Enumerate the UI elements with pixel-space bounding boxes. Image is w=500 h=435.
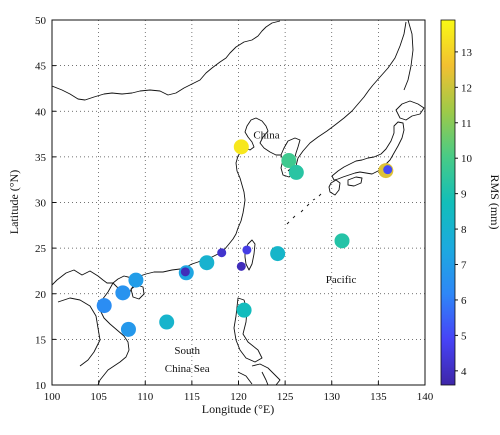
colorbar-tick-label: 6 [461, 295, 467, 307]
station-marker [270, 246, 286, 262]
y-tick-label: 50 [35, 15, 47, 27]
x-axis: 100 105 110 115 120 125 130 135 140 [44, 381, 434, 403]
station-marker [281, 153, 297, 169]
sakhalin-coastline [403, 20, 414, 91]
colorbar-tick-label: 7 [461, 260, 467, 272]
station-marker [288, 164, 304, 180]
border-line [52, 20, 281, 101]
y-tick-label: 20 [35, 289, 47, 301]
colorbar-tick-label: 11 [461, 118, 472, 130]
x-tick-label: 115 [184, 391, 201, 403]
x-tick-label: 135 [370, 391, 387, 403]
ryukyu-islands [286, 193, 322, 225]
y-axis-title: Latitude (°N) [7, 170, 21, 234]
y-tick-label: 45 [35, 61, 47, 73]
colorbar-tick-label: 4 [461, 366, 467, 378]
x-tick-label: 125 [277, 391, 294, 403]
colorbar-tick-label: 10 [461, 153, 473, 165]
y-tick-label: 15 [35, 334, 47, 346]
x-tick-label: 140 [417, 391, 434, 403]
colorbar-tick-label: 8 [461, 224, 467, 236]
station-marker [236, 302, 252, 318]
colorbar-tick-label: 5 [461, 330, 467, 342]
x-tick-label: 120 [230, 391, 247, 403]
x-axis-title: Longitude (°E) [202, 402, 274, 416]
station-marker [217, 248, 227, 258]
station-marker [180, 267, 190, 277]
colorbar-gradient [440, 19, 456, 386]
region-label: China [253, 130, 279, 142]
y-tick-label: 35 [35, 152, 47, 164]
hokkaido-coastline [395, 100, 425, 121]
kyushu-coastline [328, 179, 341, 196]
x-tick-label: 110 [137, 391, 154, 403]
station-marker [236, 261, 246, 271]
visayas-coastline [237, 363, 281, 385]
indochina-border [57, 297, 101, 367]
colorbar-title: RMS (mm) [488, 174, 500, 229]
x-tick-label: 130 [324, 391, 341, 403]
far-east-coastline [372, 21, 407, 86]
y-tick-label: 40 [35, 106, 47, 118]
colorbar-ticks: 4 5 6 7 8 9 10 11 12 13 [455, 47, 473, 378]
station-marker [128, 272, 144, 288]
station-marker [242, 245, 252, 255]
station-marker [383, 165, 393, 175]
colorbar-tick-label: 9 [461, 189, 467, 201]
region-label: South [174, 345, 200, 357]
station-markers [96, 139, 394, 337]
taiwan-coastline [244, 239, 256, 271]
colorbar: 4 5 6 7 8 9 10 11 12 13 RMS (mm) [440, 19, 500, 386]
station-marker [120, 321, 136, 337]
x-tick-label: 100 [44, 391, 61, 403]
shikoku-coastline [347, 176, 363, 187]
station-marker [96, 298, 112, 314]
station-marker [233, 139, 249, 155]
x-tick-label: 105 [90, 391, 107, 403]
y-tick-label: 30 [35, 198, 47, 210]
y-tick-label: 10 [35, 380, 47, 392]
station-marker [199, 255, 215, 271]
region-label: Pacific [326, 274, 357, 286]
y-axis: 10 15 20 25 30 35 40 45 50 [35, 15, 56, 392]
station-marker [159, 314, 175, 330]
region-label: China Sea [165, 363, 210, 375]
y-tick-label: 25 [35, 243, 47, 255]
station-marker [334, 233, 350, 249]
region-labels: China Pacific South China Sea [165, 130, 357, 376]
plot-background [52, 20, 425, 385]
japan-coastline [331, 121, 405, 181]
colorbar-tick-label: 12 [461, 82, 472, 94]
gridlines [52, 20, 425, 385]
colorbar-tick-label: 13 [461, 47, 473, 59]
station-marker [115, 285, 131, 301]
